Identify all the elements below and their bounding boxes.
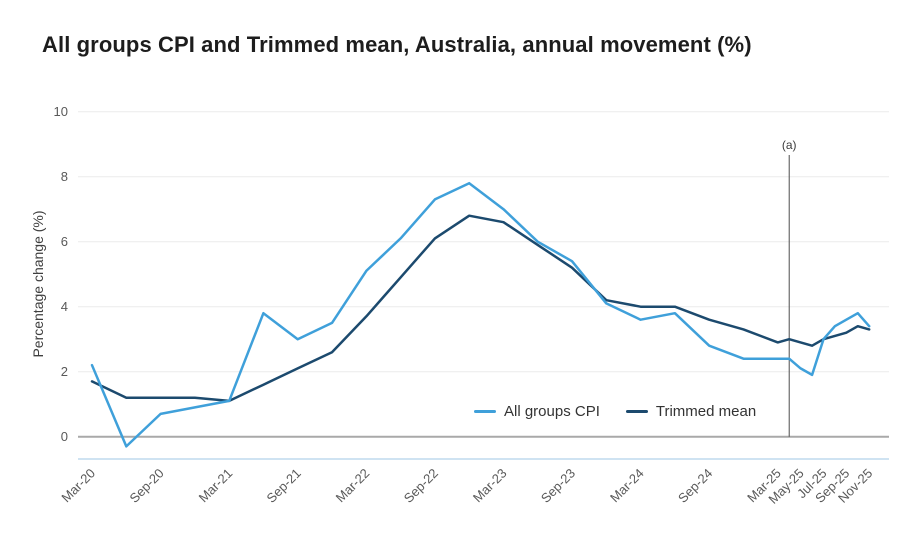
all-groups-cpi-line	[90, 181, 871, 448]
chart-title: All groups CPI and Trimmed mean, Austral…	[42, 32, 752, 57]
cpi-line-swatch	[474, 410, 496, 413]
x-tick-label: Mar-22	[333, 466, 373, 506]
x-tick-label: Sep-21	[264, 466, 304, 506]
x-tick-label: Sep-20	[126, 466, 166, 506]
annotation-label: (a)	[782, 138, 797, 152]
x-tick-label: Mar-23	[470, 466, 510, 506]
x-tick-label: Mar-21	[196, 466, 236, 506]
x-tick-label: Sep-24	[675, 466, 715, 506]
y-tick-label: 6	[61, 234, 68, 249]
legend-item-trimmed-mean[interactable]: Trimmed mean	[625, 403, 757, 420]
legend-item-all-groups-cpi[interactable]: All groups CPI	[474, 403, 600, 420]
trimmed-mean-line	[90, 214, 871, 403]
x-tick-label: Mar-24	[607, 466, 647, 506]
x-tick-label: Mar-20	[58, 466, 98, 506]
x-tick-label: Sep-22	[401, 466, 441, 506]
y-tick-label: 10	[54, 104, 68, 119]
legend-label-trimmed-mean: Trimmed mean	[655, 403, 757, 420]
x-tick-label: Sep-23	[538, 466, 578, 506]
trimmed-mean-line-swatch	[625, 410, 648, 413]
chart-legend: All groups CPI Trimmed mean	[474, 403, 756, 420]
y-tick-label: 2	[61, 364, 68, 379]
y-tick-label: 0	[61, 429, 68, 444]
y-tick-label: 4	[61, 299, 68, 314]
legend-label-cpi: All groups CPI	[504, 403, 600, 420]
y-tick-label: 8	[61, 169, 68, 184]
